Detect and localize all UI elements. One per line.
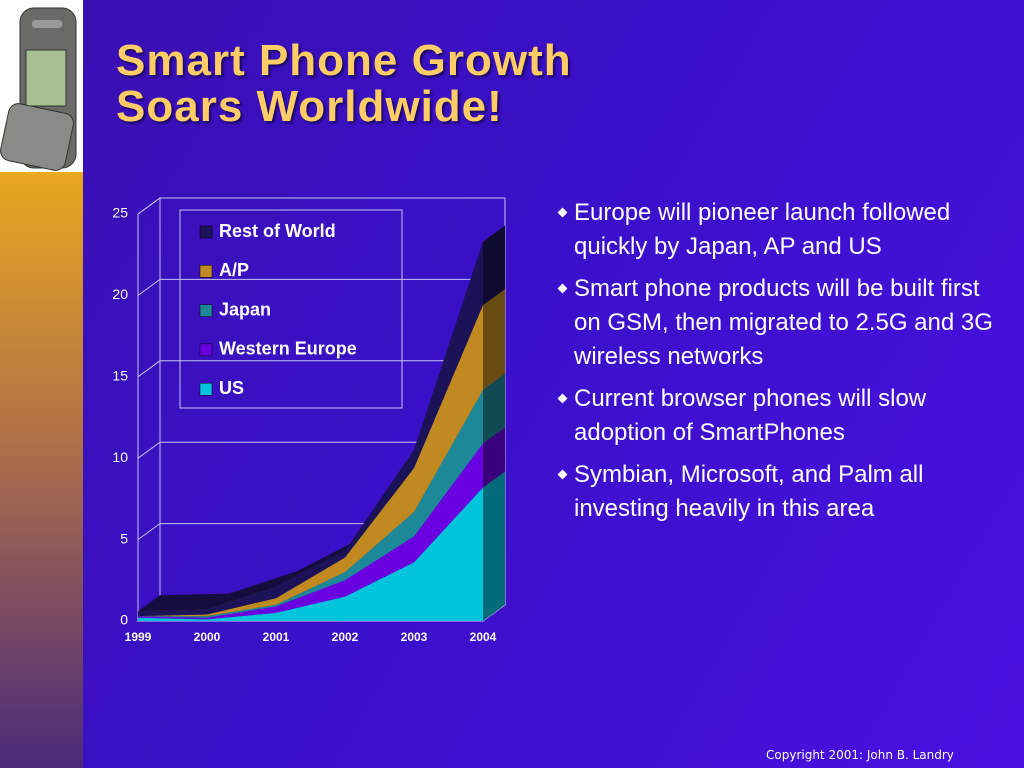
legend-swatch [199, 304, 213, 317]
bullet-list: Europe will pioneer launch followed quic… [556, 196, 996, 534]
x-tick-label: 1999 [125, 630, 152, 644]
side-strip [0, 172, 83, 768]
x-tick-label: 2003 [401, 630, 428, 644]
phone-image [0, 0, 83, 172]
slide-title: Smart Phone Growth Soars Worldwide! [116, 36, 572, 131]
legend-swatch [199, 225, 213, 239]
legend-swatch [199, 343, 213, 357]
y-tick-label: 10 [112, 449, 128, 465]
bullet: Current browser phones will slow adoptio… [556, 382, 996, 450]
y-tick-label: 25 [112, 205, 128, 221]
legend-swatch [199, 382, 213, 396]
y-tick-label: 15 [112, 368, 128, 384]
legend-swatch [199, 265, 213, 278]
y-tick-label: 20 [112, 286, 128, 302]
area-side [483, 471, 505, 621]
legend-label: A/P [219, 260, 249, 280]
area-side [483, 427, 505, 488]
x-tick-label: 2002 [332, 630, 359, 644]
legend-label: US [219, 378, 244, 398]
legend-label: Japan [219, 299, 271, 319]
legend-box [179, 209, 403, 409]
area-side [483, 373, 505, 444]
side-wall [137, 197, 161, 622]
bullet: Europe will pioneer launch followed quic… [556, 196, 996, 264]
legend-label: Western Europe [219, 339, 357, 359]
y-tick-label: 0 [120, 612, 128, 628]
grid-line [137, 278, 505, 296]
grid-line [137, 441, 505, 459]
phone-icon [0, 7, 77, 171]
grid-line [137, 360, 505, 378]
grid-line [137, 197, 505, 215]
copyright: Copyright 2001: John B. Landry [766, 748, 954, 762]
y-tick-label: 5 [120, 530, 128, 546]
bullet: Smart phone products will be built first… [556, 272, 996, 374]
x-tick-label: 2001 [263, 630, 290, 644]
x-tick-label: 2004 [470, 630, 497, 644]
area-side [483, 289, 505, 390]
x-tick-label: 2000 [194, 630, 221, 644]
area-side [483, 225, 505, 306]
area [138, 487, 483, 621]
bullet: Symbian, Microsoft, and Palm all investi… [556, 458, 996, 526]
legend-label: Rest of World [219, 221, 336, 241]
